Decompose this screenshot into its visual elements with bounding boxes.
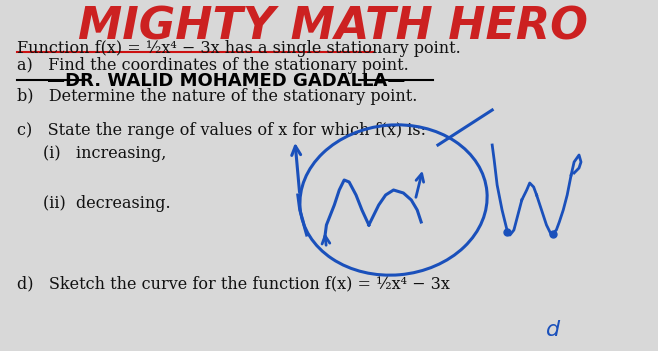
Text: (ii)  decreasing.: (ii) decreasing. xyxy=(43,195,171,212)
Text: d: d xyxy=(547,320,561,340)
Text: (i)   increasing,: (i) increasing, xyxy=(43,145,166,162)
Text: MIGHTY MATH HERO: MIGHTY MATH HERO xyxy=(78,5,588,48)
Text: c)   State the range of values of x for which f(x) is:: c) State the range of values of x for wh… xyxy=(16,122,426,139)
Text: d)   Sketch the curve for the function f(x) = ½x⁴ − 3x: d) Sketch the curve for the function f(x… xyxy=(16,275,449,292)
Text: a)   Find the coordinates of the stationary point.: a) Find the coordinates of the stationar… xyxy=(16,57,409,74)
Text: b)   Determine the nature of the stationary point.: b) Determine the nature of the stationar… xyxy=(16,88,417,105)
Text: —DR. WALID MOHAMED GADALLA—: —DR. WALID MOHAMED GADALLA— xyxy=(47,72,405,90)
Text: Function f(x) = ½x⁴ − 3x has a single stationary point.: Function f(x) = ½x⁴ − 3x has a single st… xyxy=(16,40,461,57)
